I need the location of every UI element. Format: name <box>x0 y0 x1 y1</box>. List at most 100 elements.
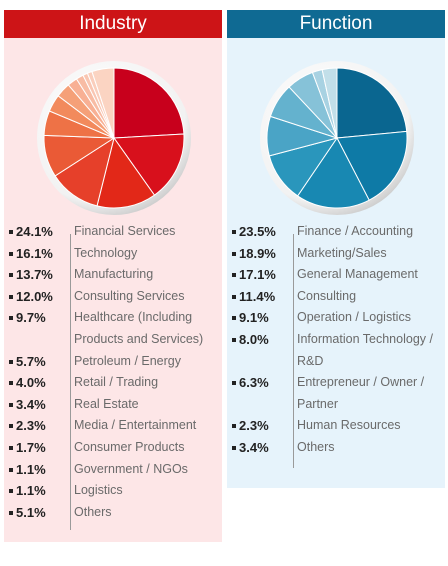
legend-item: 13.7% Manufacturing <box>4 264 222 286</box>
legend-label: Others <box>297 439 335 454</box>
pie-slice <box>336 67 408 139</box>
legend-value: 5.1% <box>16 504 46 520</box>
legend-item: 2.3% Human Resources <box>227 415 445 437</box>
legend-label: R&D <box>297 353 324 368</box>
legend-value: 24.1% <box>16 224 53 239</box>
legend-value: 3.4% <box>239 439 269 455</box>
legend-item: 23.5% Finance / Accounting <box>227 221 445 243</box>
bullet-icon <box>9 445 13 450</box>
legend-value: 23.5% <box>239 224 276 239</box>
legend-label: Healthcare (Including <box>74 310 193 325</box>
legend-value: 18.9% <box>239 245 276 261</box>
legend-divider <box>70 234 71 530</box>
function-legend: 23.5% Finance / Accounting 18.9% Marketing/… <box>227 221 445 459</box>
bullet-icon <box>232 230 236 234</box>
legend-value: 8.0% <box>239 331 269 347</box>
pie-slice <box>113 67 185 139</box>
legend-label: General Management <box>297 267 418 282</box>
legend-label: Products and Services) <box>74 331 204 346</box>
panel-title: Industry <box>4 10 222 38</box>
legend-item: 18.9% Marketing/Sales <box>227 243 445 265</box>
pie-slice <box>96 136 156 209</box>
function-panel: Function 23.5% Finance / Accounting 18.9% M… <box>227 10 445 488</box>
legend-item: 5.1% Others <box>4 502 222 524</box>
bullet-icon <box>9 359 13 364</box>
legend-item: 5.7% Petroleum / Energy <box>4 351 222 373</box>
legend-label: Retail / Trading <box>74 375 159 390</box>
legend-label: Information Technology / <box>297 331 433 346</box>
legend-item: 4.0% Retail / Trading <box>4 372 222 394</box>
pie-slice <box>113 133 185 196</box>
bullet-icon <box>232 337 236 342</box>
industry-pie-chart <box>37 61 191 215</box>
legend-value: 2.3% <box>239 418 269 434</box>
bullet-icon <box>9 424 13 429</box>
legend-label: Technology <box>74 245 138 260</box>
legend-item: 11.4% Consulting <box>227 286 445 308</box>
legend-value: 16.1% <box>16 245 53 261</box>
legend-item: 17.1% General Management <box>227 264 445 286</box>
legend-value: 4.0% <box>16 375 46 391</box>
bullet-icon <box>9 402 13 407</box>
bullet-icon <box>9 294 13 299</box>
bullet-icon <box>9 381 13 386</box>
legend-label: Manufacturing <box>74 267 154 282</box>
legend-label: Others <box>74 504 112 519</box>
legend-value: 1.7% <box>16 439 46 455</box>
bullet-icon <box>232 424 236 429</box>
legend-item: 16.1% Technology <box>4 243 222 265</box>
legend-label: Human Resources <box>297 418 401 433</box>
legend-item: 1.1% Logistics <box>4 480 222 502</box>
legend-item: 9.7% Healthcare (Including Products and Se… <box>4 307 222 350</box>
legend-value: 1.1% <box>16 483 46 499</box>
legend-value: 17.1% <box>239 267 276 283</box>
legend-item: 24.1% Financial Services <box>4 221 222 243</box>
bullet-icon <box>9 489 13 494</box>
legend-value: 9.1% <box>239 310 269 326</box>
legend-divider <box>293 234 294 468</box>
pie-slice <box>336 130 408 201</box>
bullet-icon <box>232 316 236 321</box>
legend-label: Consumer Products <box>74 439 185 454</box>
legend-label: Real Estate <box>74 396 139 411</box>
legend-value: 6.3% <box>239 375 269 391</box>
legend-value: 13.7% <box>16 267 53 283</box>
legend-value: 3.4% <box>16 396 46 412</box>
legend-label: Consulting <box>297 288 357 303</box>
legend-label: Finance / Accounting <box>297 224 414 238</box>
legend-item: 8.0% Information Technology / R&D <box>227 329 445 372</box>
bullet-icon <box>9 316 13 321</box>
legend-value: 2.3% <box>16 418 46 434</box>
bullet-icon <box>232 251 236 256</box>
legend-item: 12.0% Consulting Services <box>4 286 222 308</box>
legend-label: Government / NGOs <box>74 461 188 476</box>
legend-item: 3.4% Real Estate <box>4 394 222 416</box>
legend-value: 1.1% <box>16 461 46 477</box>
industry-legend: 24.1% Financial Services 16.1% Technology 13… <box>4 221 222 523</box>
legend-label: Operation / Logistics <box>297 310 411 325</box>
bullet-icon <box>232 273 236 278</box>
legend-item: 6.3% Entrepreneur / Owner / Partner <box>227 372 445 415</box>
legend-value: 12.0% <box>16 288 53 304</box>
legend-label: Consulting Services <box>74 288 185 303</box>
legend-label: Logistics <box>74 483 123 498</box>
legend-label: Entrepreneur / Owner / <box>297 375 425 390</box>
panel-title: Function <box>227 10 445 38</box>
bullet-icon <box>232 445 236 450</box>
function-pie-chart <box>260 61 414 215</box>
bullet-icon <box>232 381 236 386</box>
legend-label: Marketing/Sales <box>297 245 387 260</box>
bullet-icon <box>9 251 13 256</box>
industry-panel: Industry 24.1% Financial Services 16.1% Tec… <box>4 10 222 542</box>
bullet-icon <box>9 467 13 472</box>
legend-value: 5.7% <box>16 353 46 369</box>
bullet-icon <box>232 294 236 299</box>
pie-slice <box>296 137 370 209</box>
legend-value: 11.4% <box>239 288 276 304</box>
legend-item: 3.4% Others <box>227 437 445 459</box>
legend-value: 9.7% <box>16 310 46 326</box>
bullet-icon <box>9 510 13 515</box>
pie-slice <box>91 67 115 139</box>
legend-label: Petroleum / Energy <box>74 353 181 368</box>
bullet-icon <box>9 230 13 234</box>
